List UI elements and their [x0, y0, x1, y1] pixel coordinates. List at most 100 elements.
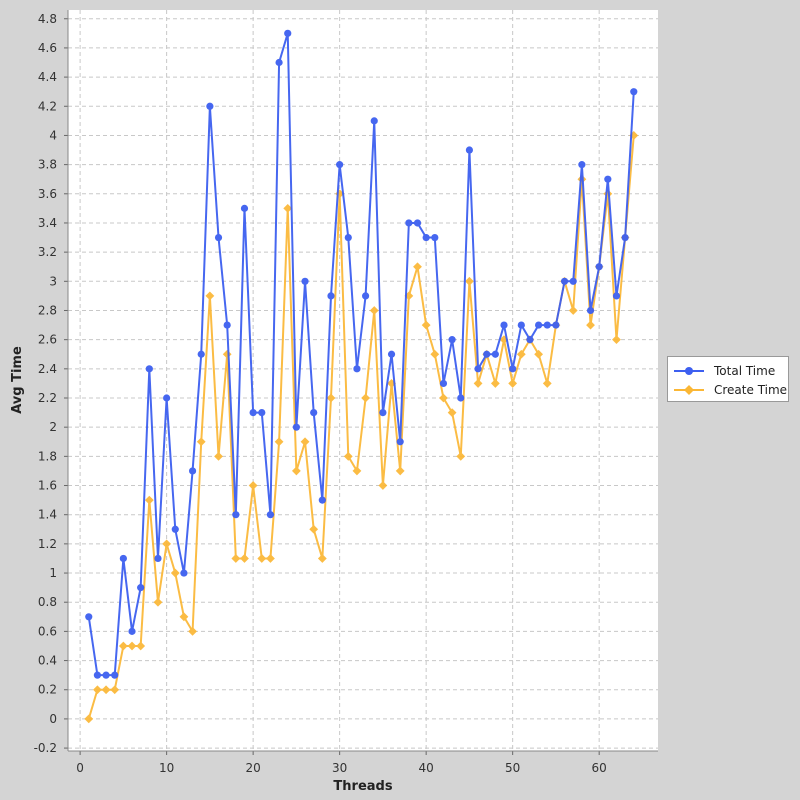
data-point: [586, 306, 595, 315]
data-point: [595, 263, 603, 271]
y-tick-label: 4.6: [38, 41, 57, 55]
data-point: [188, 467, 197, 475]
series-total-time: [85, 29, 638, 679]
y-tick-label: 1.2: [38, 537, 57, 551]
data-point: [118, 641, 128, 651]
data-point: [396, 438, 404, 446]
data-point: [162, 539, 172, 549]
data-point: [343, 451, 353, 461]
data-point: [326, 393, 336, 403]
y-tick-label: 1.4: [38, 508, 57, 522]
data-point: [127, 641, 137, 651]
data-point: [154, 554, 162, 563]
data-point: [257, 554, 267, 563]
data-point: [430, 349, 440, 359]
x-tick-label: 0: [76, 761, 84, 775]
legend: Total Time Create Time: [667, 356, 789, 402]
x-tick-label: 60: [592, 761, 607, 775]
data-point: [258, 408, 266, 417]
data-point: [439, 379, 448, 388]
x-axis-title: Threads: [333, 779, 392, 794]
data-point: [153, 597, 163, 607]
y-tick-label: 4.8: [38, 12, 57, 26]
data-point: [284, 29, 292, 37]
data-point: [361, 292, 370, 300]
data-point: [431, 233, 439, 242]
data-point: [535, 321, 543, 329]
y-axis-title: Avg Time: [10, 346, 25, 414]
data-point: [240, 204, 249, 212]
data-point: [490, 379, 500, 388]
data-point: [448, 336, 456, 344]
data-point: [568, 306, 578, 315]
y-tick-label: 0.4: [38, 654, 57, 668]
data-point: [274, 437, 284, 447]
data-point: [283, 203, 293, 213]
data-point: [180, 569, 188, 577]
y-tick-label: 2.8: [38, 303, 57, 317]
y-tick-label: 4: [49, 128, 57, 142]
y-tick-label: -0.2: [34, 741, 57, 755]
data-point: [240, 554, 249, 563]
y-tick-label: 0.6: [38, 624, 57, 638]
data-point: [387, 350, 396, 358]
data-point: [291, 466, 301, 476]
data-point: [612, 335, 621, 345]
y-tick-label: 3: [49, 274, 57, 288]
data-point: [196, 437, 206, 447]
data-point: [179, 612, 189, 622]
data-point: [456, 451, 466, 461]
data-point: [483, 350, 491, 358]
data-point: [552, 321, 560, 329]
data-point: [370, 117, 378, 125]
data-point: [214, 233, 223, 242]
legend-item-create: Create Time: [674, 381, 787, 399]
series-line: [87, 135, 635, 720]
y-tick-label: 4.2: [38, 99, 57, 113]
data-point: [421, 320, 431, 330]
data-point: [604, 175, 612, 183]
data-point: [621, 233, 629, 242]
y-tick-label: 1.8: [38, 449, 57, 463]
y-tick-label: 1.6: [38, 479, 57, 493]
data-point: [630, 88, 638, 96]
data-point: [249, 408, 257, 417]
y-tick-label: 3.2: [38, 245, 57, 259]
data-point: [543, 321, 551, 329]
data-point: [534, 349, 544, 359]
data-point: [223, 321, 231, 329]
data-point: [508, 379, 518, 388]
data-point: [352, 466, 362, 476]
data-point: [318, 496, 326, 504]
data-point: [275, 58, 283, 67]
data-point: [378, 481, 388, 490]
data-point: [84, 714, 94, 724]
data-point: [309, 524, 319, 534]
data-point: [206, 102, 214, 110]
y-tick-label: 0.2: [38, 683, 57, 697]
data-point: [465, 276, 474, 286]
axes: -0.2 0 0.2 0.4 0.6 0.8 1 1.2 1.4 1.6 1.8 2 2.2 2.4 2.6…: [34, 10, 658, 775]
data-point: [93, 685, 102, 695]
data-point: [560, 277, 569, 285]
data-point: [232, 511, 240, 519]
series-group: [84, 29, 639, 724]
data-point: [447, 408, 457, 417]
data-point: [405, 219, 413, 227]
data-point: [137, 584, 145, 592]
data-point: [110, 685, 120, 695]
y-tick-label: 2: [49, 420, 57, 434]
data-point: [300, 437, 310, 447]
y-tick-label: 3.6: [38, 187, 57, 201]
x-tick-label: 50: [505, 761, 520, 775]
x-tick-label: 40: [419, 761, 434, 775]
data-point: [163, 394, 171, 402]
data-point: [500, 321, 508, 329]
data-point: [413, 262, 422, 272]
data-point: [317, 554, 327, 563]
y-tick-label: 2.4: [38, 362, 57, 376]
data-point: [144, 495, 154, 505]
data-point: [85, 613, 93, 621]
data-point: [344, 233, 352, 242]
